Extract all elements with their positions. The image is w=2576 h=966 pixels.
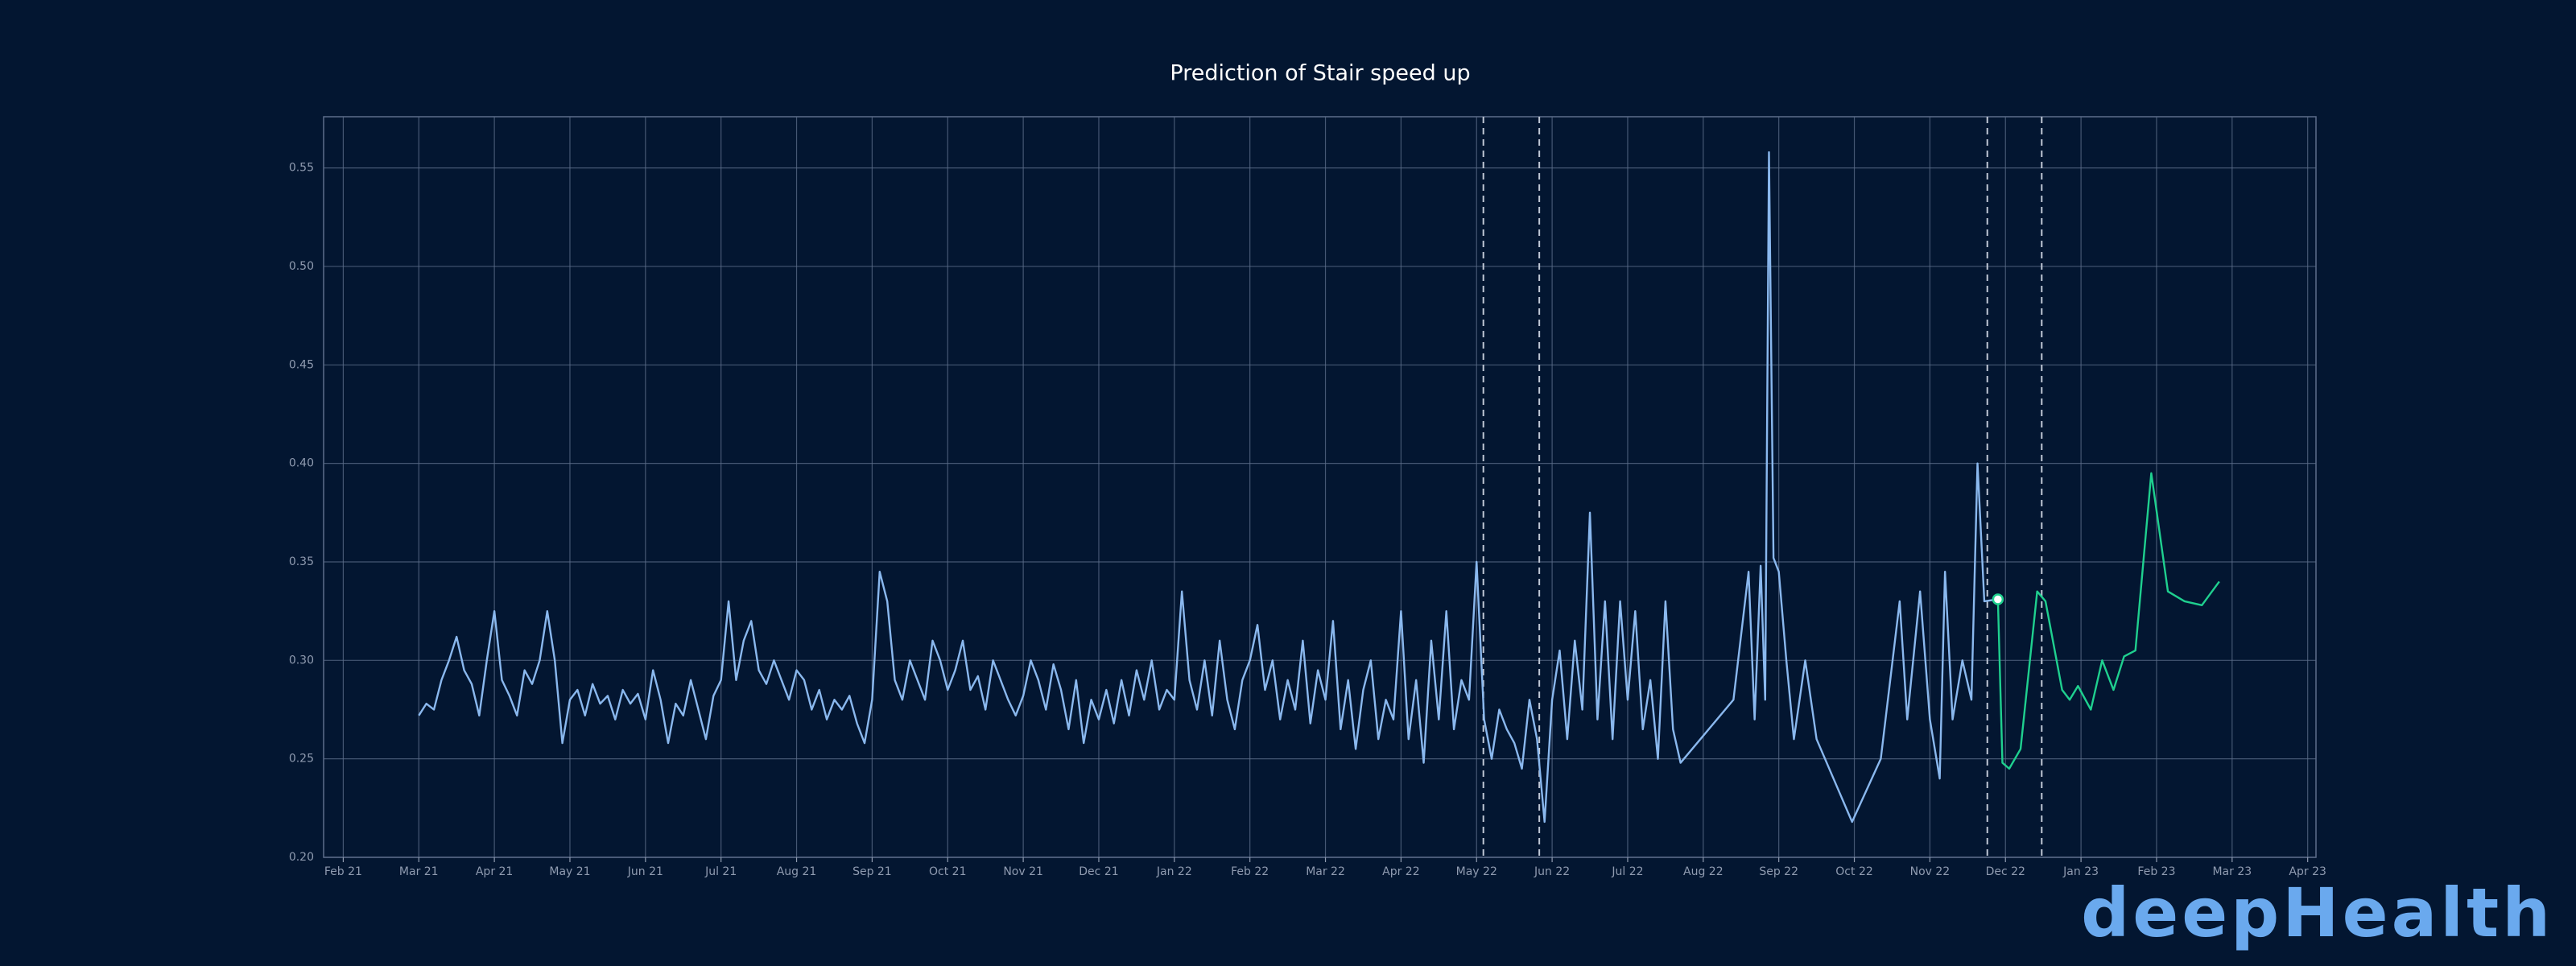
y-tick-label: 0.35 [289,555,314,568]
x-tick-label: Apr 21 [476,865,513,878]
series-line [418,151,1999,824]
start-marker [1992,593,2004,605]
x-tick-label: Oct 22 [1835,865,1872,878]
x-tick-label: Dec 21 [1079,865,1118,878]
y-tick-label: 0.55 [289,162,314,175]
x-tick-label: Sep 22 [1759,865,1798,878]
x-tick-label: Sep 21 [852,865,892,878]
y-tick-label: 0.40 [289,457,314,470]
x-tick-label: Feb 22 [1231,865,1269,878]
x-tick-label: Dec 22 [1986,865,2025,878]
series-line [1996,472,2220,770]
x-tick-label: Jul 21 [704,865,737,878]
y-tick-label: 0.20 [289,851,314,864]
y-tick-label: 0.30 [289,654,314,667]
x-tick-label: Jun 21 [627,865,663,878]
x-tick-label: Aug 21 [777,865,817,878]
x-tick-label: Feb 23 [2137,865,2175,878]
x-tick-label: Aug 22 [1683,865,1724,878]
x-tick-label: May 22 [1456,865,1497,878]
x-tick-label: Mar 21 [399,865,439,878]
chart-title: Prediction of Stair speed up [1170,61,1470,86]
x-tick-label: Jun 22 [1534,865,1570,878]
x-tick-label: Jul 22 [1611,865,1643,878]
x-tick-label: Mar 23 [2212,865,2252,878]
y-tick-label: 0.50 [289,260,314,273]
x-tick-label: Apr 22 [1382,865,1419,878]
x-tick-label: May 21 [549,865,590,878]
x-tick-label: Jan 22 [1156,865,1192,878]
x-tick-label: Nov 22 [1910,865,1951,878]
x-tick-label: Nov 21 [1003,865,1043,878]
logo: deepHealth [2081,873,2553,952]
x-tick-label: Mar 22 [1306,865,1345,878]
x-tick-label: Jan 23 [2062,865,2099,878]
x-tick-label: Feb 21 [324,865,362,878]
y-tick-label: 0.45 [289,358,314,371]
x-tick-label: Oct 21 [929,865,966,878]
y-tick-label: 0.25 [289,753,314,766]
x-tick-label: Apr 23 [2289,865,2326,878]
